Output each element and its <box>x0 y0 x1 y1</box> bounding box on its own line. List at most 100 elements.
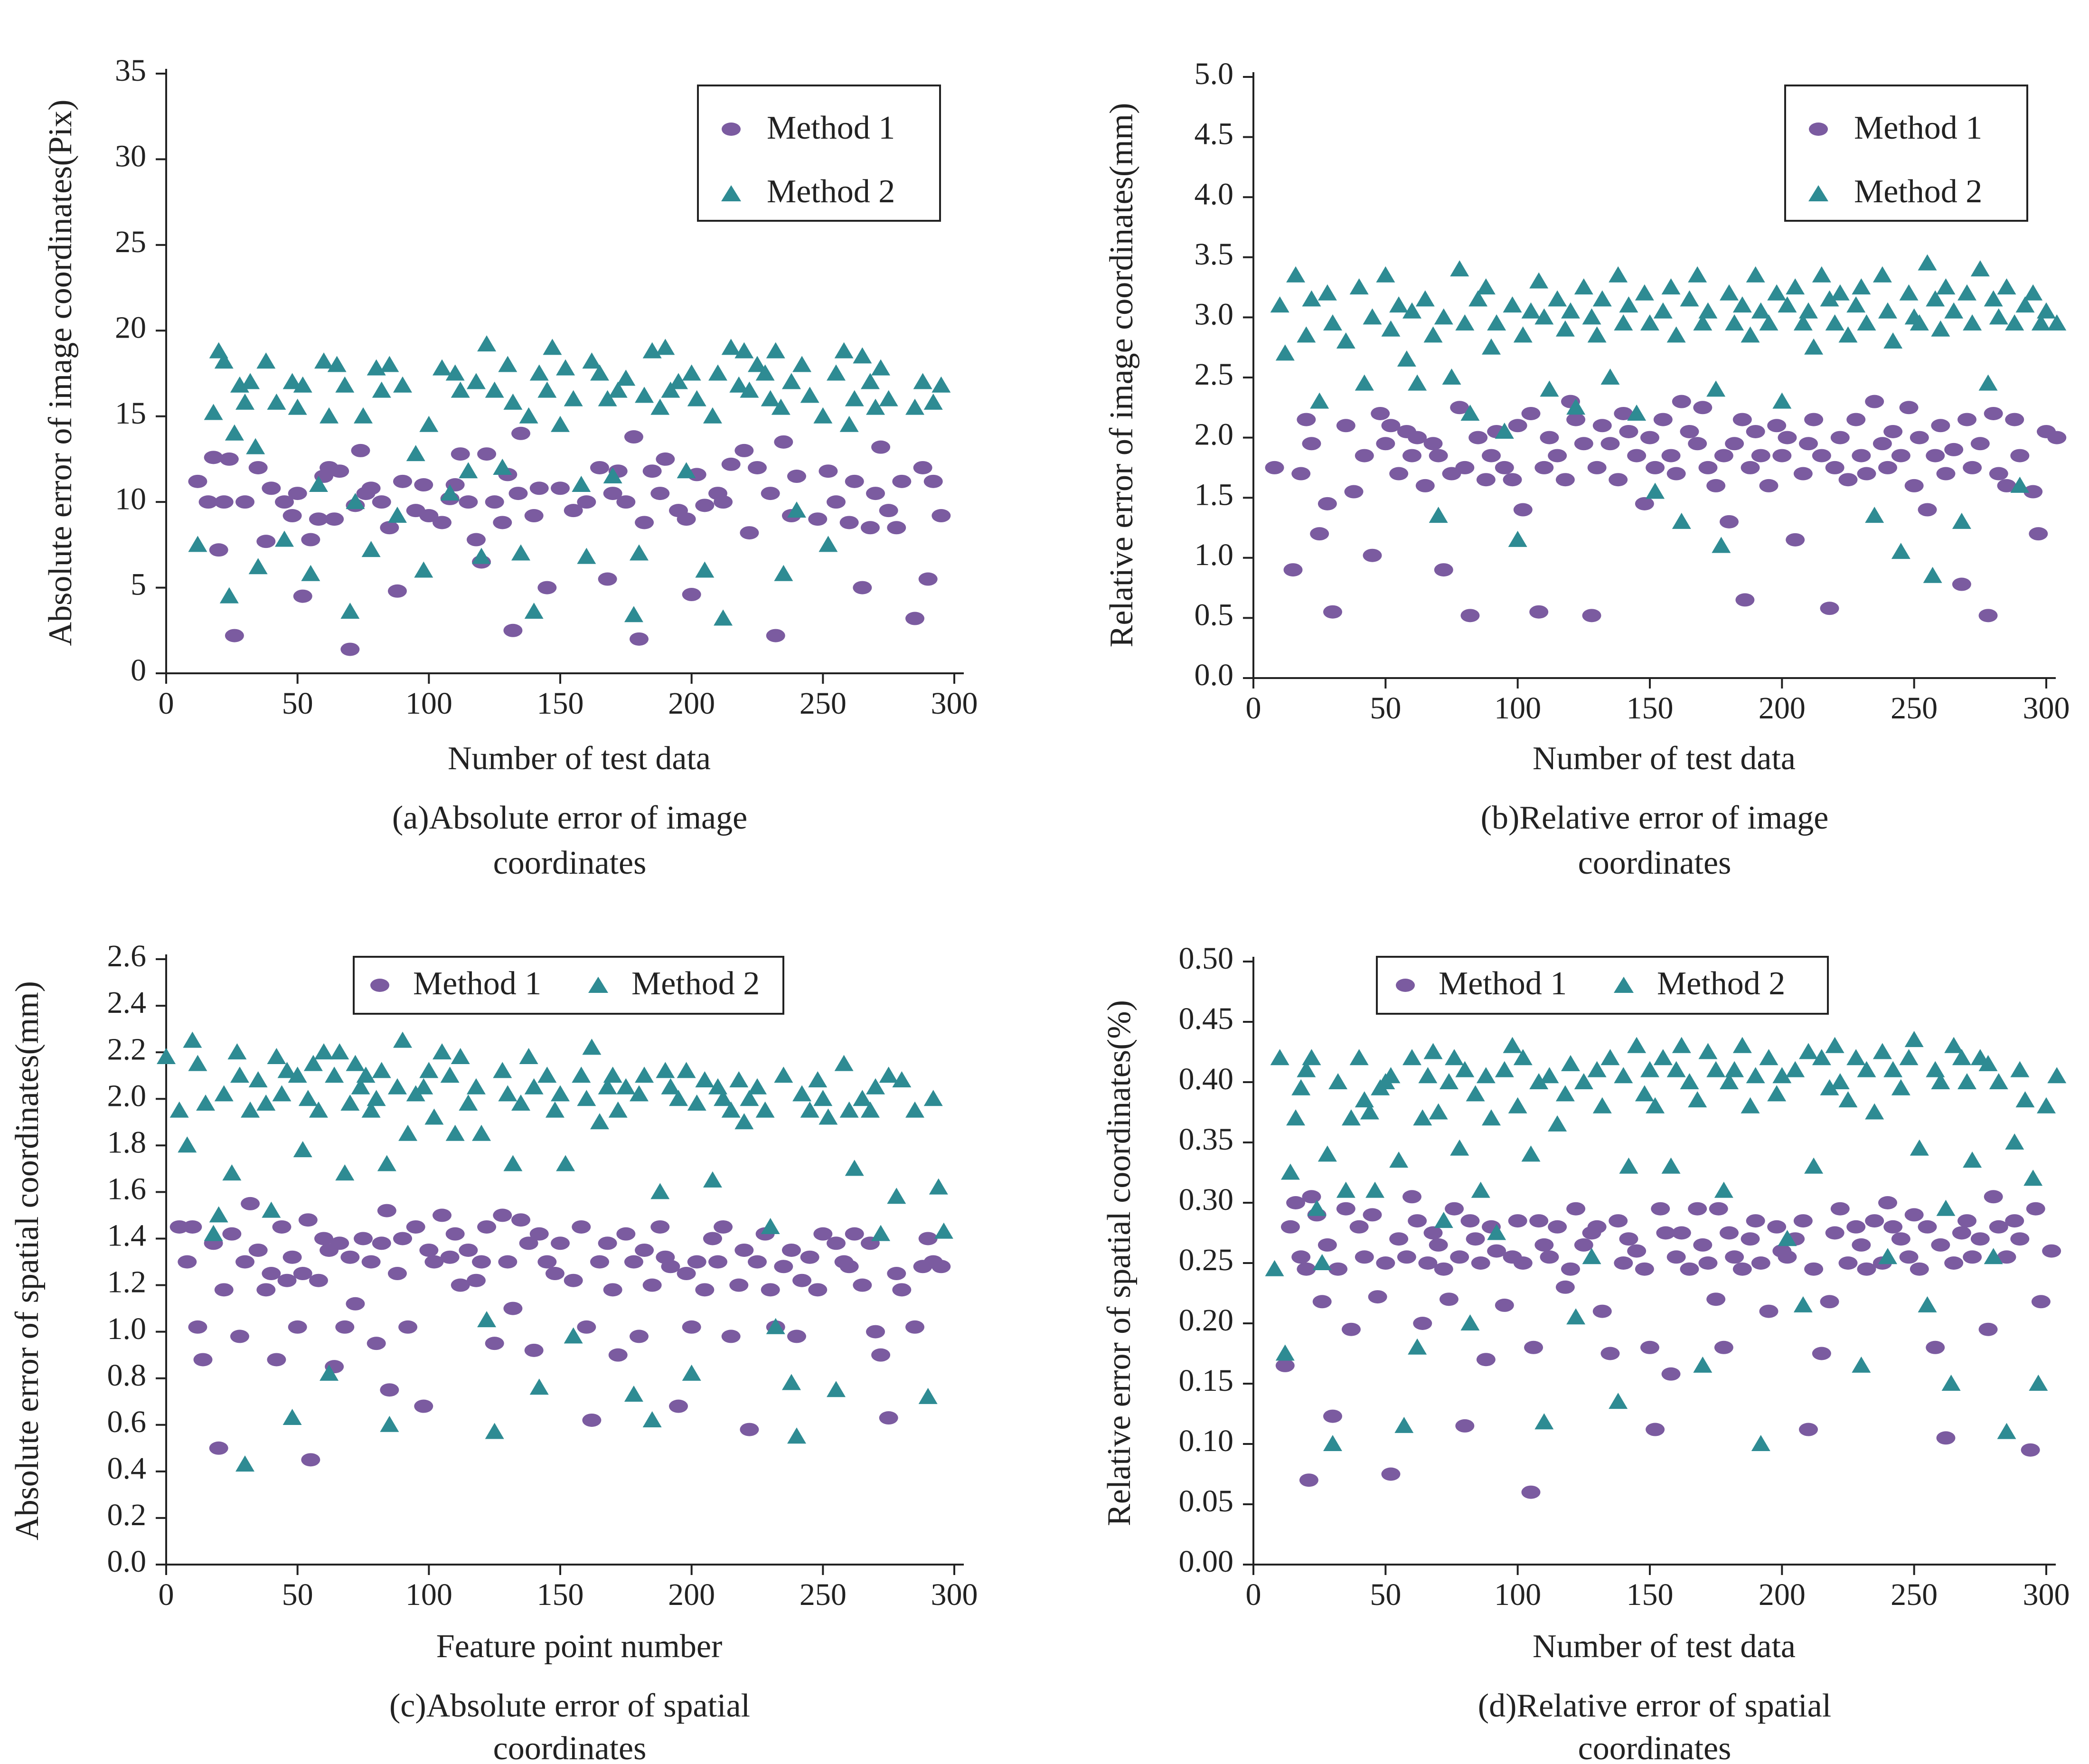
point-method-1 <box>309 512 328 526</box>
point-method-1 <box>839 516 859 529</box>
point-method-2 <box>1587 326 1607 343</box>
marks-a <box>188 335 951 656</box>
point-method-1 <box>839 1260 859 1273</box>
point-method-2 <box>1820 1079 1839 1095</box>
point-method-2 <box>1415 290 1435 307</box>
legend-marker-method-2-c <box>588 977 608 993</box>
y-tick-label: 0.20 <box>1179 1303 1234 1338</box>
point-method-1 <box>1540 431 1559 444</box>
point-method-2 <box>1540 1067 1559 1084</box>
point-method-1 <box>1355 449 1374 462</box>
point-method-2 <box>309 476 328 492</box>
point-method-1 <box>1804 1262 1824 1276</box>
point-method-2 <box>248 1071 268 1087</box>
point-method-2 <box>503 1155 523 1171</box>
point-method-2 <box>1286 1109 1306 1126</box>
point-method-1 <box>209 1441 228 1455</box>
point-method-2 <box>1661 1157 1681 1174</box>
point-method-2 <box>827 364 846 381</box>
point-method-1 <box>871 440 891 454</box>
point-method-2 <box>1759 314 1778 331</box>
x-tick-label: 150 <box>1627 1577 1674 1612</box>
point-method-2 <box>734 342 754 358</box>
point-method-2 <box>755 364 775 381</box>
point-method-2 <box>887 1188 906 1204</box>
point-method-1 <box>1482 449 1501 462</box>
point-method-2 <box>282 1409 302 1425</box>
point-method-2 <box>433 359 452 376</box>
point-method-1 <box>792 1273 812 1287</box>
y-tick-label: 0.15 <box>1179 1363 1234 1398</box>
point-method-1 <box>1646 1423 1665 1436</box>
x-tick-label: 150 <box>537 1577 584 1612</box>
point-method-1 <box>729 1278 749 1292</box>
point-method-2 <box>1931 320 1950 337</box>
point-method-1 <box>1561 1262 1580 1276</box>
x-tick-label: 50 <box>1370 1577 1401 1612</box>
point-method-2 <box>1360 1103 1379 1120</box>
point-method-2 <box>813 1090 833 1106</box>
point-method-1 <box>1286 1196 1306 1209</box>
point-method-1 <box>1793 467 1813 481</box>
point-method-2 <box>335 376 355 393</box>
point-method-1 <box>918 572 938 586</box>
point-method-2 <box>1666 326 1686 343</box>
point-method-2 <box>1600 368 1620 385</box>
point-method-1 <box>235 1255 254 1269</box>
marks-d <box>1265 1031 2067 1499</box>
point-method-1 <box>1735 593 1755 607</box>
point-method-1 <box>1899 401 1919 415</box>
x-tick-label: 300 <box>931 686 978 721</box>
point-method-1 <box>1651 1202 1670 1216</box>
point-method-1 <box>1614 1256 1633 1270</box>
point-method-2 <box>256 352 276 369</box>
point-method-2 <box>511 544 530 561</box>
point-method-2 <box>2029 1375 2048 1391</box>
point-method-2 <box>2031 314 2051 331</box>
point-method-2 <box>466 1078 486 1094</box>
point-method-1 <box>2005 1214 2024 1228</box>
point-method-2 <box>1450 260 1469 277</box>
point-method-1 <box>451 447 470 461</box>
point-method-2 <box>1434 1212 1453 1228</box>
point-method-2 <box>2037 302 2056 319</box>
point-method-1 <box>887 521 906 535</box>
x-axis-label-a: Number of test data <box>448 740 711 777</box>
point-method-1 <box>2031 1295 2051 1309</box>
point-method-2 <box>1439 1073 1459 1089</box>
caption-c-line1: (c)Absolute error of spatial <box>389 1688 750 1724</box>
point-method-1 <box>1772 449 1792 462</box>
point-method-2 <box>256 1094 276 1111</box>
point-method-2 <box>169 1101 189 1118</box>
x-tick-label: 50 <box>282 686 313 721</box>
point-method-2 <box>1873 266 1892 283</box>
point-method-2 <box>827 1381 846 1397</box>
point-method-2 <box>1812 1049 1831 1066</box>
point-method-1 <box>827 1236 846 1250</box>
point-method-1 <box>1445 1202 1464 1216</box>
point-method-2 <box>1627 1037 1647 1053</box>
point-method-1 <box>1408 431 1427 444</box>
point-method-1 <box>1952 1226 1971 1240</box>
point-method-2 <box>214 352 234 369</box>
legend-label-method-2-d: Method 2 <box>1657 965 1785 1002</box>
y-tick-label: 0.5 <box>1195 598 1234 632</box>
point-method-1 <box>241 1197 260 1210</box>
caption-a-line1: (a)Absolute error of image <box>392 800 747 836</box>
point-method-2 <box>1627 404 1647 421</box>
point-method-1 <box>1413 1317 1432 1330</box>
point-method-1 <box>787 1330 806 1343</box>
point-method-1 <box>1397 1250 1416 1264</box>
point-method-2 <box>1534 1413 1554 1430</box>
point-method-1 <box>1759 479 1778 492</box>
point-method-2 <box>755 1101 775 1118</box>
point-method-2 <box>1891 1079 1910 1095</box>
point-method-1 <box>498 1255 518 1269</box>
x-tick-label: 300 <box>2023 1577 2070 1612</box>
point-method-2 <box>1349 1049 1369 1066</box>
point-method-2 <box>272 1085 292 1102</box>
point-method-1 <box>361 1255 381 1269</box>
point-method-1 <box>860 521 880 535</box>
point-method-1 <box>650 487 670 500</box>
point-method-2 <box>440 484 460 501</box>
